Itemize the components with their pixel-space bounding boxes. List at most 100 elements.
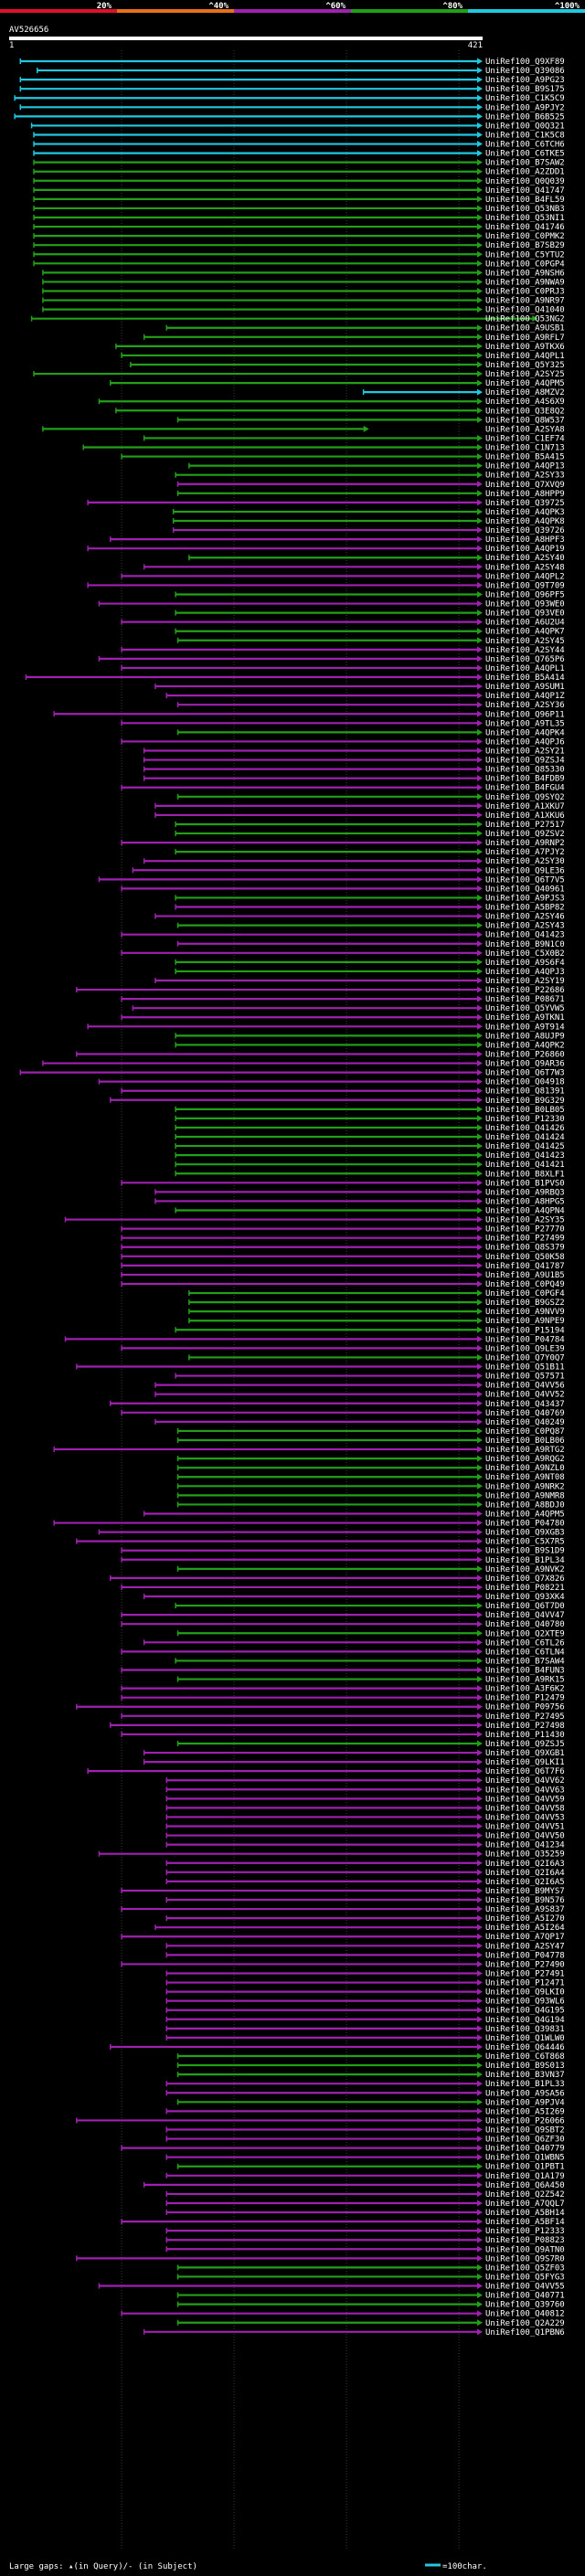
hit-label[interactable]: UniRef100_Q53NI1: [485, 214, 565, 223]
hit-row[interactable]: UniRef100_A4S6X9: [98, 398, 565, 407]
hit-label[interactable]: UniRef100_Q1PBT1: [485, 2163, 565, 2172]
hit-label[interactable]: UniRef100_Q7XVQ9: [485, 481, 565, 490]
hit-label[interactable]: UniRef100_Q40812: [485, 2310, 565, 2319]
hit-label[interactable]: UniRef100_Q9LE36: [485, 866, 565, 875]
hit-label[interactable]: UniRef100_Q9T709: [485, 581, 565, 590]
hit-row[interactable]: UniRef100_Q41421: [175, 1161, 565, 1170]
hit-label[interactable]: UniRef100_A2SYA8: [485, 425, 565, 434]
hit-row[interactable]: UniRef100_Q8W537: [176, 416, 565, 425]
hit-row[interactable]: UniRef100_Q93VE0: [175, 610, 565, 619]
hit-label[interactable]: UniRef100_B0LB06: [485, 1436, 565, 1446]
hit-row[interactable]: UniRef100_Q40779: [121, 2145, 565, 2154]
hit-row[interactable]: UniRef100_C0PGP4: [33, 260, 565, 269]
hit-row[interactable]: UniRef100_Q2I6A5: [165, 1878, 565, 1887]
hit-row[interactable]: UniRef100_Q39725: [87, 499, 565, 508]
hit-row[interactable]: UniRef100_P22686: [76, 986, 565, 995]
hit-label[interactable]: UniRef100_Q9LE39: [485, 1344, 565, 1353]
hit-row[interactable]: UniRef100_A2SY43: [176, 922, 565, 931]
hit-label[interactable]: UniRef100_B1PL33: [485, 2080, 565, 2089]
hit-row[interactable]: UniRef100_A5BH14: [165, 2209, 565, 2218]
hit-label[interactable]: UniRef100_A4QPM5: [485, 1510, 565, 1519]
hit-row[interactable]: UniRef100_B4FL59: [33, 196, 565, 205]
hit-label[interactable]: UniRef100_Q43437: [485, 1400, 565, 1409]
hit-label[interactable]: UniRef100_Q64446: [485, 2043, 565, 2052]
hit-label[interactable]: UniRef100_Q40961: [485, 885, 565, 894]
hit-row[interactable]: UniRef100_A9PJS3: [175, 894, 565, 903]
hit-row[interactable]: UniRef100_A4QPJ6: [121, 737, 565, 747]
hit-label[interactable]: UniRef100_A4QP13: [485, 462, 565, 472]
hit-row[interactable]: UniRef100_A7QQL7: [165, 2200, 565, 2209]
hit-row[interactable]: UniRef100_Q4VV55: [98, 2283, 565, 2292]
hit-label[interactable]: UniRef100_A4S6X9: [485, 398, 565, 407]
hit-row[interactable]: UniRef100_A4QPK8: [172, 517, 565, 526]
hit-row[interactable]: UniRef100_Q40812: [121, 2310, 565, 2319]
hit-row[interactable]: UniRef100_Q50K58: [121, 1253, 565, 1262]
hit-label[interactable]: UniRef100_A5I264: [485, 1924, 565, 1933]
hit-row[interactable]: UniRef100_Q4VV63: [165, 1786, 565, 1795]
hit-label[interactable]: UniRef100_A2SY19: [485, 977, 565, 986]
hit-label[interactable]: UniRef100_Q4G194: [485, 2016, 565, 2025]
hit-label[interactable]: UniRef100_Q7Y0Q7: [485, 1353, 565, 1362]
hit-row[interactable]: UniRef100_A4QPK7: [175, 628, 565, 637]
hit-label[interactable]: UniRef100_Q93VE0: [485, 610, 565, 619]
hit-row[interactable]: UniRef100_Q41787: [121, 1262, 565, 1271]
hit-label[interactable]: UniRef100_P11430: [485, 1731, 565, 1740]
hit-row[interactable]: UniRef100_Q4VV53: [165, 1813, 565, 1822]
hit-row[interactable]: UniRef100_P27499: [121, 1235, 565, 1244]
hit-label[interactable]: UniRef100_A4QPN4: [485, 1207, 565, 1216]
hit-row[interactable]: UniRef100_P27495: [121, 1712, 565, 1722]
hit-label[interactable]: UniRef100_B5A414: [485, 673, 565, 683]
hit-row[interactable]: UniRef100_Q41040: [42, 306, 565, 315]
hit-label[interactable]: UniRef100_A9NZL0: [485, 1464, 565, 1473]
hit-row[interactable]: UniRef100_A2ZDD1: [33, 168, 565, 177]
hit-row[interactable]: UniRef100_A8HPF3: [109, 535, 565, 545]
hit-row[interactable]: UniRef100_Q2A229: [176, 2319, 565, 2328]
hit-row[interactable]: UniRef100_Q6T7V5: [98, 875, 565, 885]
hit-row[interactable]: UniRef100_A5I270: [165, 1914, 565, 1924]
hit-row[interactable]: UniRef100_C1K5C9: [14, 94, 565, 103]
hit-label[interactable]: UniRef100_A8HPF3: [485, 535, 565, 545]
hit-row[interactable]: UniRef100_B9MYS7: [121, 1887, 565, 1896]
hit-row[interactable]: UniRef100_A9PJV4: [176, 2098, 565, 2107]
hit-row[interactable]: UniRef100_Q7X826: [109, 1574, 565, 1584]
hit-label[interactable]: UniRef100_C6TLN4: [485, 1648, 565, 1657]
hit-row[interactable]: UniRef100_A8HPG5: [154, 1197, 565, 1206]
hit-row[interactable]: UniRef100_B0LB05: [175, 1106, 565, 1115]
hit-label[interactable]: UniRef100_Q4VV53: [485, 1813, 565, 1822]
hit-row[interactable]: UniRef100_Q40249: [154, 1418, 565, 1427]
hit-row[interactable]: UniRef100_Q9ZSJ4: [143, 757, 565, 766]
hit-label[interactable]: UniRef100_P09756: [485, 1703, 565, 1712]
hit-row[interactable]: UniRef100_Q9SYQ2: [176, 793, 565, 802]
hit-row[interactable]: UniRef100_B9N1C0: [176, 940, 565, 949]
hit-row[interactable]: UniRef100_A9TL35: [121, 719, 565, 728]
hit-label[interactable]: UniRef100_B1PVS0: [485, 1179, 565, 1188]
hit-label[interactable]: UniRef100_Q9XF89: [485, 58, 565, 67]
hit-label[interactable]: UniRef100_P27770: [485, 1225, 565, 1235]
hit-label[interactable]: UniRef100_A9RTG2: [485, 1446, 565, 1455]
hit-row[interactable]: UniRef100_Q9LKI0: [165, 1988, 565, 1998]
hit-row[interactable]: UniRef100_P11430: [121, 1731, 565, 1740]
hit-row[interactable]: UniRef100_Q39831: [165, 2025, 565, 2034]
hit-label[interactable]: UniRef100_P12330: [485, 1115, 565, 1124]
hit-row[interactable]: UniRef100_A4QPL1: [121, 664, 565, 673]
hit-row[interactable]: UniRef100_Q1A179: [165, 2172, 565, 2181]
hit-label[interactable]: UniRef100_A4QPM5: [485, 379, 565, 388]
hit-label[interactable]: UniRef100_A2SY35: [485, 1216, 565, 1225]
hit-row[interactable]: UniRef100_Q53NB3: [33, 205, 565, 214]
hit-row[interactable]: UniRef100_Q93XK4: [143, 1593, 565, 1602]
hit-label[interactable]: UniRef100_A4QPL1: [485, 352, 565, 361]
hit-label[interactable]: UniRef100_C0PMK2: [485, 232, 565, 241]
hit-label[interactable]: UniRef100_Q8S379: [485, 1244, 565, 1253]
hit-row[interactable]: UniRef100_A4QP19: [87, 545, 565, 554]
hit-row[interactable]: UniRef100_A9S6F4: [175, 959, 565, 968]
hit-label[interactable]: UniRef100_Q41426: [485, 1124, 565, 1133]
hit-label[interactable]: UniRef100_A2SY47: [485, 1942, 565, 1951]
hit-label[interactable]: UniRef100_A2SY45: [485, 637, 565, 646]
hit-label[interactable]: UniRef100_A9NPE9: [485, 1317, 565, 1326]
hit-label[interactable]: UniRef100_B5A415: [485, 453, 565, 462]
hit-row[interactable]: UniRef100_P04784: [64, 1335, 565, 1344]
hit-label[interactable]: UniRef100_Q93XK4: [485, 1593, 565, 1602]
hit-label[interactable]: UniRef100_A4QPJ6: [485, 737, 565, 747]
hit-row[interactable]: UniRef100_Q53NI1: [33, 214, 565, 223]
hit-row[interactable]: UniRef100_Q41423: [121, 931, 565, 940]
